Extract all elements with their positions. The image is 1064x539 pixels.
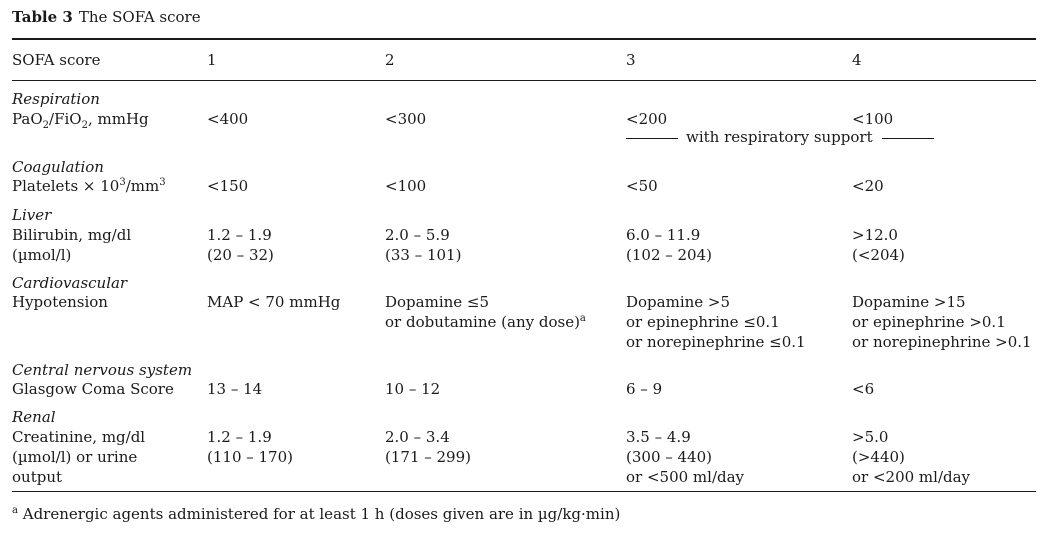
coagulation-score-2: <100: [385, 177, 427, 195]
table-caption: Table 3 The SOFA score: [12, 8, 201, 26]
liver-heading: Liver: [12, 206, 52, 224]
top-rule: [12, 38, 1036, 40]
cardiovascular-score-4: Dopamine >15 or epinephrine >0.1 or nore…: [852, 293, 1032, 351]
liver-score-1: 1.2 – 1.9 (20 – 32): [207, 226, 274, 264]
header-rule: [12, 80, 1036, 81]
cns-score-4: <6: [852, 380, 875, 398]
table-footnote: a Adrenergic agents administered for at …: [12, 505, 620, 523]
respiratory-support-text: with respiratory support: [686, 128, 873, 146]
respiration-score-4: <100: [852, 110, 894, 128]
cardiovascular-score-3: Dopamine >5 or epinephrine ≤0.1 or norep…: [626, 293, 806, 351]
renal-parameter: Creatinine, mg/dl (µmol/l) or urine outp…: [12, 428, 146, 486]
cns-score-2: 10 – 12: [385, 380, 441, 398]
footnote-mark: a: [579, 313, 586, 324]
coagulation-score-1: <150: [207, 177, 249, 195]
renal-heading: Renal: [12, 408, 56, 426]
cns-score-1: 13 – 14: [207, 380, 263, 398]
table-title: The SOFA score: [78, 8, 201, 26]
liver-parameter: Bilirubin, mg/dl (µmol/l): [12, 226, 132, 264]
respiration-score-2: <300: [385, 110, 427, 128]
respiration-score-1: <400: [207, 110, 249, 128]
coagulation-score-3: <50: [626, 177, 658, 195]
footnote-text: Adrenergic agents administered for at le…: [22, 505, 621, 523]
note-dash-right: [882, 138, 934, 139]
header-score-1: 1: [207, 51, 217, 69]
note-dash-left: [626, 138, 678, 139]
respiration-score-3: <200: [626, 110, 668, 128]
cardiovascular-parameter: Hypotension: [12, 293, 108, 311]
respiratory-support-note: with respiratory support: [626, 128, 934, 148]
cns-score-3: 6 – 9: [626, 380, 663, 398]
table-label: Table 3: [12, 8, 73, 26]
coagulation-heading: Coagulation: [12, 158, 104, 176]
header-sofa-score: SOFA score: [12, 51, 101, 69]
coagulation-parameter: Platelets × 103/mm3: [12, 177, 166, 195]
renal-score-1: 1.2 – 1.9 (110 – 170): [207, 428, 294, 466]
cns-parameter: Glasgow Coma Score: [12, 380, 174, 398]
header-score-4: 4: [852, 51, 862, 69]
coagulation-score-4: <20: [852, 177, 884, 195]
cardiovascular-heading: Cardiovascular: [12, 274, 128, 292]
respiration-parameter: PaO2/FiO2, mmHg: [12, 110, 149, 131]
renal-score-2: 2.0 – 3.4 (171 – 299): [385, 428, 472, 466]
header-score-2: 2: [385, 51, 395, 69]
liver-score-2: 2.0 – 5.9 (33 – 101): [385, 226, 462, 264]
renal-score-4: >5.0 (>440) or <200 ml/day: [852, 428, 971, 486]
cardiovascular-score-1: MAP < 70 mmHg: [207, 293, 341, 311]
respiration-heading: Respiration: [12, 90, 100, 108]
liver-score-4: >12.0 (<204): [852, 226, 905, 264]
liver-score-3: 6.0 – 11.9 (102 – 204): [626, 226, 713, 264]
cardiovascular-score-2: Dopamine ≤5 or dobutamine (any dose)a: [385, 293, 586, 331]
footnote-marker: a: [12, 505, 18, 516]
bottom-rule: [12, 491, 1036, 492]
cns-heading: Central nervous system: [12, 361, 193, 379]
header-score-3: 3: [626, 51, 636, 69]
renal-score-3: 3.5 – 4.9 (300 – 440) or <500 ml/day: [626, 428, 745, 486]
